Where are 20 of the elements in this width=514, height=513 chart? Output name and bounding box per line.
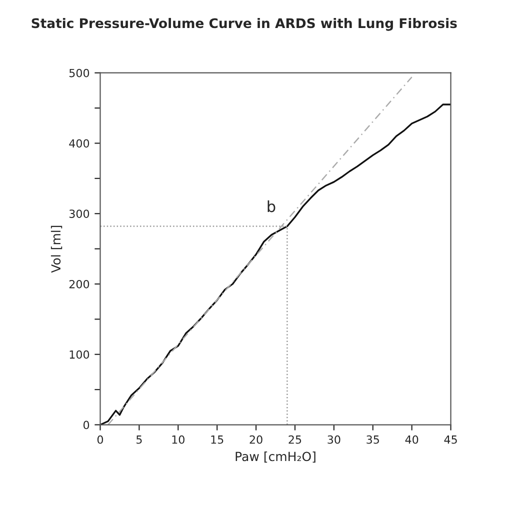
x-tick-label: 10 bbox=[172, 435, 184, 444]
y-tick-label: 500 bbox=[69, 68, 90, 78]
x-tick-label: 20 bbox=[250, 435, 262, 444]
x-tick-label: 5 bbox=[136, 436, 142, 444]
annotation: b bbox=[268, 200, 276, 212]
x-tick-label: 0 bbox=[97, 435, 104, 444]
x-tick-label: 45 bbox=[444, 436, 457, 444]
x-tick-label: 30 bbox=[328, 435, 340, 444]
x-tick-label: 40 bbox=[405, 435, 418, 444]
x-axis-title: Paw [cmH₂O] bbox=[236, 451, 316, 463]
chart-title: Static Pressure-Volume Curve in ARDS with Lung Fibrosis bbox=[32, 18, 457, 31]
y-tick-label: 200 bbox=[69, 280, 90, 288]
x-tick-label: 35 bbox=[366, 435, 379, 444]
x-tick-label: 15 bbox=[211, 436, 224, 444]
y-tick-label: 0 bbox=[83, 420, 90, 430]
x-tick-label: 25 bbox=[288, 435, 302, 444]
y-tick-label: 400 bbox=[69, 139, 90, 148]
y-tick-label: 300 bbox=[69, 210, 90, 218]
y-axis-title: Vol [ml] bbox=[50, 226, 62, 273]
y-tick-label: 100 bbox=[70, 350, 90, 359]
